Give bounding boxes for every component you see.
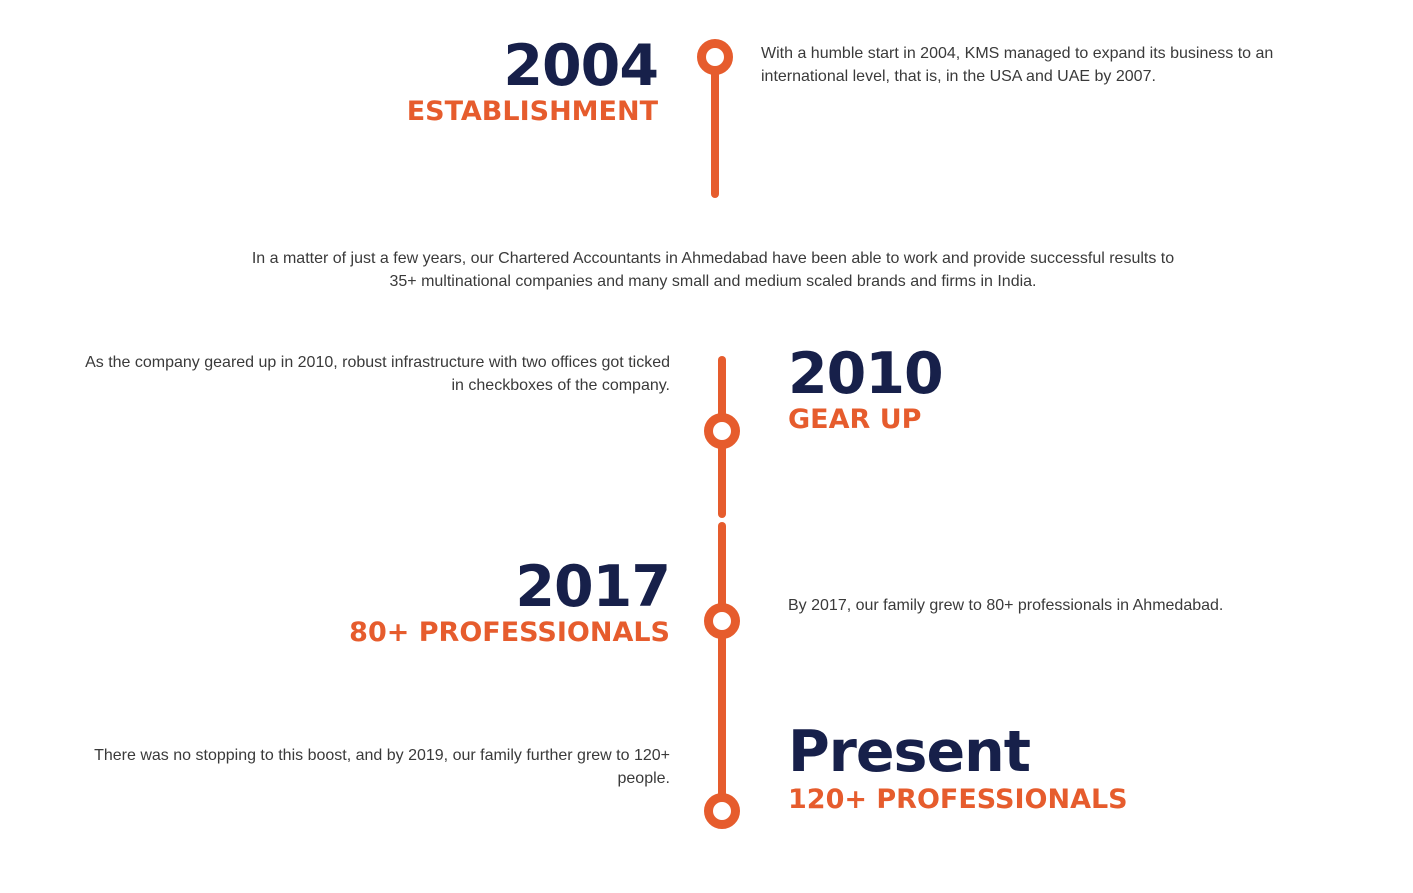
milestone-description: By 2017, our family grew to 80+ professi… bbox=[788, 597, 1224, 614]
milestone-description: As the company geared up in 2010, robust… bbox=[85, 354, 670, 394]
timeline-line bbox=[718, 522, 726, 822]
milestone-label: 120+ PROFESSIONALS bbox=[788, 784, 1128, 815]
milestone-label: 80+ PROFESSIONALS bbox=[349, 617, 670, 648]
timeline-node-icon bbox=[697, 39, 733, 75]
milestone-label: GEAR UP bbox=[788, 404, 922, 435]
intro-paragraph: In a matter of just a few years, our Cha… bbox=[251, 250, 1175, 290]
timeline-node-icon bbox=[704, 603, 740, 639]
timeline-node-icon bbox=[704, 793, 740, 829]
milestone-year: Present bbox=[788, 719, 1031, 785]
timeline-node-icon bbox=[704, 413, 740, 449]
timeline-line bbox=[711, 66, 719, 198]
milestone-description: There was no stopping to this boost, and… bbox=[94, 747, 670, 787]
milestone-year: 2017 bbox=[515, 554, 671, 620]
milestone-year: 2010 bbox=[788, 341, 944, 407]
milestone-description: With a humble start in 2004, KMS managed… bbox=[761, 45, 1274, 85]
milestone-year: 2004 bbox=[503, 33, 659, 99]
milestone-label: ESTABLISHMENT bbox=[406, 96, 658, 127]
